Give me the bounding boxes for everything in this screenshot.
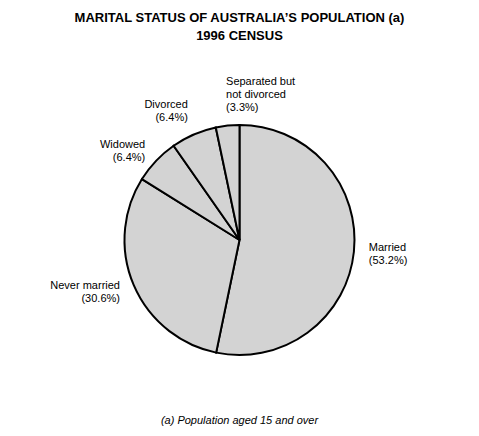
chart: MARITAL STATUS OF AUSTRALIA’S POPULATION…	[0, 0, 479, 436]
slice-label: Divorced(6.4%)	[144, 98, 187, 123]
slice-label-line: (3.3%)	[226, 101, 258, 113]
slice-label-line: (6.4%)	[113, 151, 145, 163]
slice-label: Separated butnot divorced(3.3%)	[226, 75, 295, 113]
slice-label-line: Widowed	[100, 138, 145, 150]
subtitle: 1996 CENSUS	[196, 28, 283, 43]
slice-label-line: (6.4%)	[155, 111, 187, 123]
slice-label-line: (53.2%)	[369, 254, 408, 266]
footnote: (a) Population aged 15 and over	[161, 414, 320, 426]
slice-label-line: (30.6%)	[81, 292, 120, 304]
title: MARITAL STATUS OF AUSTRALIA’S POPULATION…	[75, 10, 405, 25]
slice-label-line: not divorced	[226, 88, 286, 100]
slice-label-line: Married	[369, 241, 406, 253]
pie	[124, 125, 354, 355]
slice-label: Never married(30.6%)	[50, 279, 120, 304]
slice-label-line: Never married	[50, 279, 120, 291]
labels: Married(53.2%) Never married(30.6%) Widowe…	[50, 75, 407, 304]
slice-label: Married(53.2%)	[369, 241, 408, 266]
slice-label-line: Divorced	[144, 98, 187, 110]
slice-label-line: Separated but	[226, 75, 295, 87]
slice	[216, 125, 240, 240]
slice-label: Widowed(6.4%)	[100, 138, 145, 163]
